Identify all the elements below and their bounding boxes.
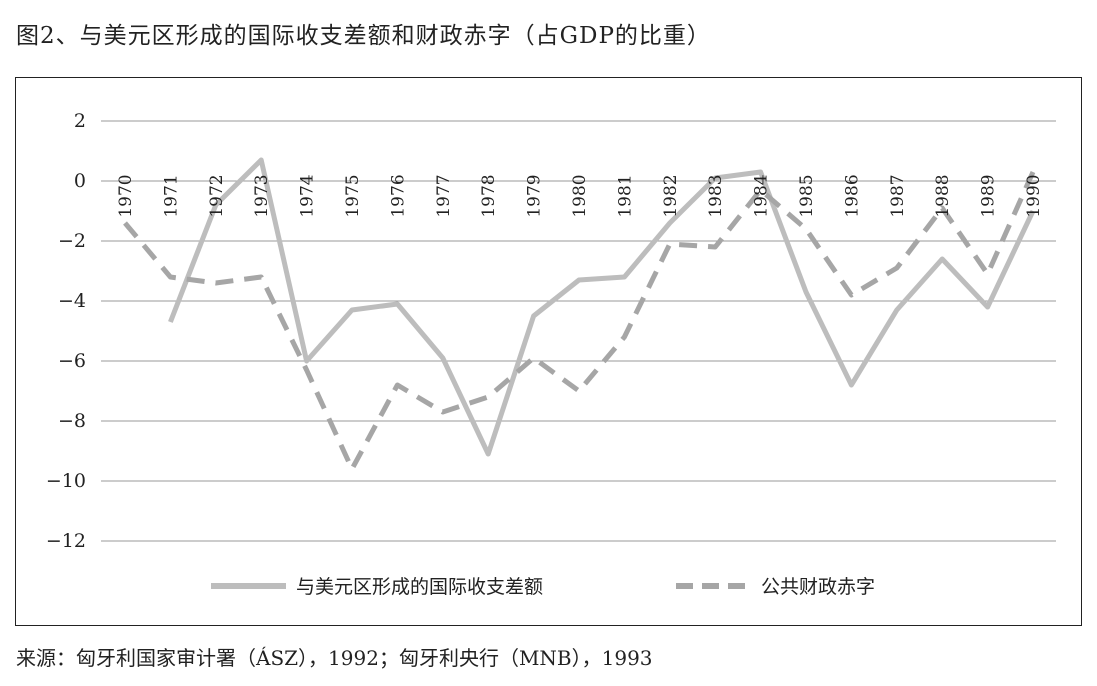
y-tick-label: 2 xyxy=(74,110,86,132)
x-tick-label: 1971 xyxy=(161,174,181,217)
x-tick-label: 1973 xyxy=(252,174,272,217)
x-tick-label: 1972 xyxy=(207,174,227,217)
chart-frame: 2 0 −2 −4 −6 −8 −10 −12 1970 1971 1972 1973 1974 1975… xyxy=(15,77,1082,626)
x-tick-label: 1970 xyxy=(116,174,136,217)
legend-label-2: 公共财政赤字 xyxy=(761,576,875,598)
line-chart: 2 0 −2 −4 −6 −8 −10 −12 1970 1971 1972 1973 1974 1975… xyxy=(46,110,1056,598)
source-note: 来源：匈牙利国家审计署（ÁSZ），1992；匈牙利央行（MNB），1993 xyxy=(16,646,653,670)
x-tick-label: 1976 xyxy=(388,174,408,217)
y-tick-label: −2 xyxy=(58,230,86,252)
y-tick-label: −6 xyxy=(58,350,86,372)
x-tick-label: 1978 xyxy=(479,174,499,217)
x-tick-label: 1975 xyxy=(343,174,363,217)
x-tick-label: 1987 xyxy=(888,174,908,217)
x-tick-label: 1989 xyxy=(979,174,999,217)
x-tick-label: 1977 xyxy=(434,174,454,217)
legend-label-1: 与美元区形成的国际收支差额 xyxy=(296,576,543,598)
x-tick-label: 1979 xyxy=(525,174,545,217)
y-tick-label: −12 xyxy=(46,530,86,552)
y-tick-label: 0 xyxy=(74,170,86,192)
x-tick-label: 1981 xyxy=(615,174,635,217)
x-tick-label: 1988 xyxy=(933,174,953,217)
series-line-1 xyxy=(168,157,1036,457)
x-tick-label: 1982 xyxy=(661,174,681,217)
x-tick-label: 1990 xyxy=(1024,174,1044,217)
x-tick-label: 1980 xyxy=(570,174,590,217)
x-tick-label: 1984 xyxy=(752,174,772,217)
x-tick-label: 1985 xyxy=(797,174,817,217)
chart-title: 图2、与美元区形成的国际收支差额和财政赤字（占GDP的比重） xyxy=(16,23,711,49)
y-tick-label: −10 xyxy=(46,470,86,492)
x-tick-label: 1983 xyxy=(706,174,726,217)
y-tick-label: −8 xyxy=(58,410,86,432)
y-tick-label: −4 xyxy=(58,290,86,312)
x-tick-label: 1974 xyxy=(298,174,318,217)
x-tick-label: 1986 xyxy=(842,174,862,217)
